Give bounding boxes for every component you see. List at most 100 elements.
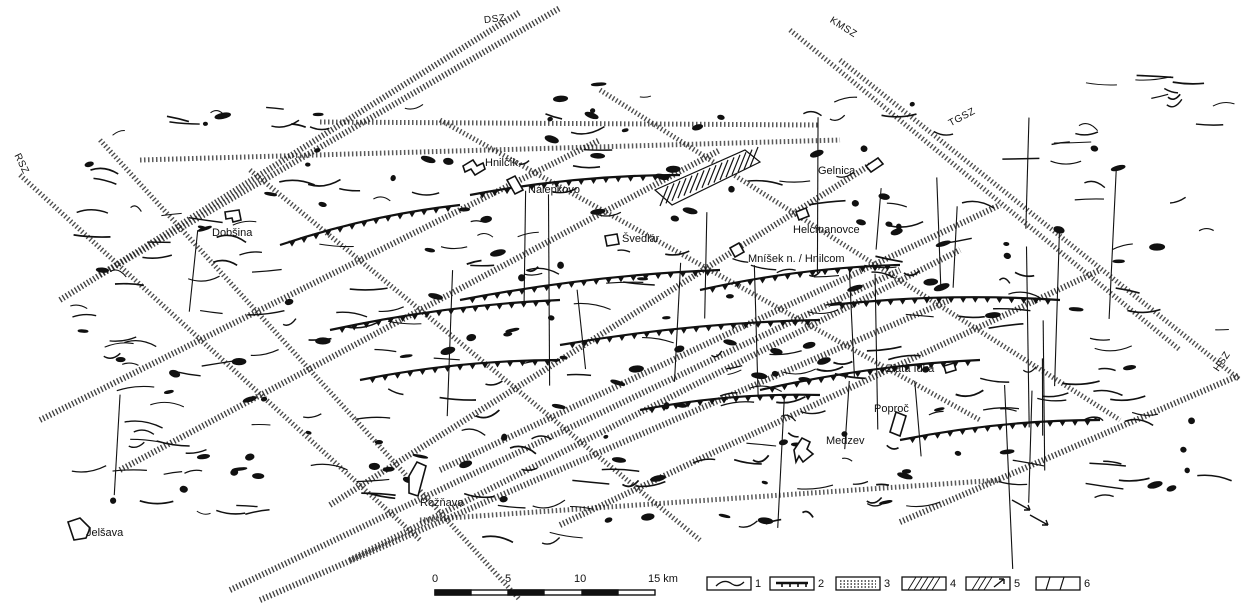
lithology-trace (928, 410, 944, 416)
structural-marks-layer (77, 82, 1195, 526)
lithology-trace (485, 380, 503, 386)
lens-body (390, 175, 396, 182)
thrust-tooth (921, 435, 929, 441)
lens-body (505, 327, 520, 333)
lithology-trace (569, 505, 593, 510)
thrust-tooth (829, 375, 837, 382)
lithology-trace (1115, 287, 1140, 294)
thrust-tooth (696, 400, 704, 407)
lithology-trace (216, 509, 246, 515)
lithology-trace (252, 268, 282, 273)
thrust-tooth (756, 395, 764, 402)
thrust-tooth (505, 290, 514, 297)
thrust-tooth (368, 377, 377, 384)
lithology-trace (232, 220, 257, 226)
thrust-tooth (766, 321, 775, 328)
lithology-trace (1014, 271, 1035, 278)
hatch-stroke (683, 175, 693, 196)
lens-body (110, 497, 117, 504)
lens-body (841, 431, 848, 437)
hatch-stroke (665, 183, 675, 204)
lens-body (77, 329, 89, 333)
shear-zone-ne-2 (228, 267, 902, 593)
lens-body (999, 449, 1015, 455)
thrust-tooth (381, 375, 389, 381)
thrust-tooth (577, 179, 585, 186)
town-label-svedlar: Švedlár (622, 233, 660, 245)
lithology-trace (732, 258, 749, 263)
lithology-trace (738, 520, 758, 528)
lithology-trace (903, 270, 921, 277)
hatch-stroke (713, 162, 723, 183)
thrust-line-6 (829, 296, 1061, 307)
thrust-tooth (605, 277, 613, 284)
thrust-tooth (580, 280, 588, 287)
lithology-trace (90, 167, 119, 175)
lithology-trace (1012, 459, 1045, 467)
lens-body (230, 468, 239, 476)
thrust-line-3 (559, 318, 821, 347)
lithology-trace (833, 96, 858, 103)
lithology-trace (247, 309, 285, 316)
thrust-tooth (592, 278, 600, 285)
thrust-tooth (602, 177, 610, 184)
lithology-trace (888, 354, 921, 361)
thrust-tooth (471, 306, 479, 312)
lens-body (847, 284, 863, 292)
lens-body (604, 517, 613, 523)
thrust-tooth (721, 284, 729, 291)
lithology-trace (906, 501, 941, 508)
thrust-tooth (362, 322, 370, 329)
lithology-trace (780, 414, 797, 422)
town-icon-jelsava (66, 517, 91, 541)
thrust-tooth (964, 360, 972, 367)
lithology-trace (251, 423, 271, 426)
thrust-tooth (1008, 423, 1017, 430)
lens-body (650, 474, 666, 482)
lens-body (590, 208, 606, 215)
lens-body (424, 247, 436, 253)
thrust-tooth (447, 308, 455, 315)
lithology-trace (1112, 243, 1133, 251)
thrust-tooth (959, 296, 967, 303)
lithology-trace (291, 123, 307, 128)
fault-line (914, 380, 922, 457)
town-icon-svedlar (604, 233, 620, 247)
thrust-tooth (1008, 297, 1016, 304)
thrust-tooth (866, 369, 874, 376)
fault-line (576, 289, 587, 370)
town-label-nalepkovo: Nálepkovo (528, 184, 580, 196)
lens-body (610, 379, 626, 386)
lens-body (499, 496, 508, 503)
lithology-trace (73, 234, 111, 238)
lithology-trace (72, 313, 97, 318)
lithology-trace (1074, 198, 1104, 201)
lithology-trace (1170, 196, 1187, 204)
lithology-trace (1094, 494, 1114, 499)
lithology-trace (109, 269, 127, 278)
lithology-trace (665, 250, 690, 256)
fault-line (547, 194, 551, 386)
thrust-tooth (627, 175, 635, 182)
thrust-tooth (493, 361, 502, 368)
thrust-tooth (459, 307, 467, 314)
town-label-mnisek: Mníšek n. / Hnilcom (748, 253, 845, 265)
hatch-stroke (671, 180, 681, 202)
lithology-trace (1050, 160, 1082, 165)
thrust-tooth (1033, 421, 1042, 428)
fault-line (1108, 170, 1117, 319)
lens-body (621, 128, 629, 133)
lithology-trace (184, 469, 203, 474)
lithology-trace (356, 478, 390, 483)
lens-body (802, 341, 816, 349)
thrust-tooth (871, 265, 879, 272)
lithology-trace (521, 467, 538, 471)
lithology-trace (993, 307, 1031, 312)
lithology-trace (746, 442, 777, 447)
lens-body (682, 207, 698, 215)
thrust-tooth (672, 403, 680, 410)
thrust-tooth (1044, 298, 1052, 305)
lithology-trace (433, 357, 460, 361)
thrust-tooth (995, 297, 1003, 304)
lithology-trace (250, 349, 279, 357)
